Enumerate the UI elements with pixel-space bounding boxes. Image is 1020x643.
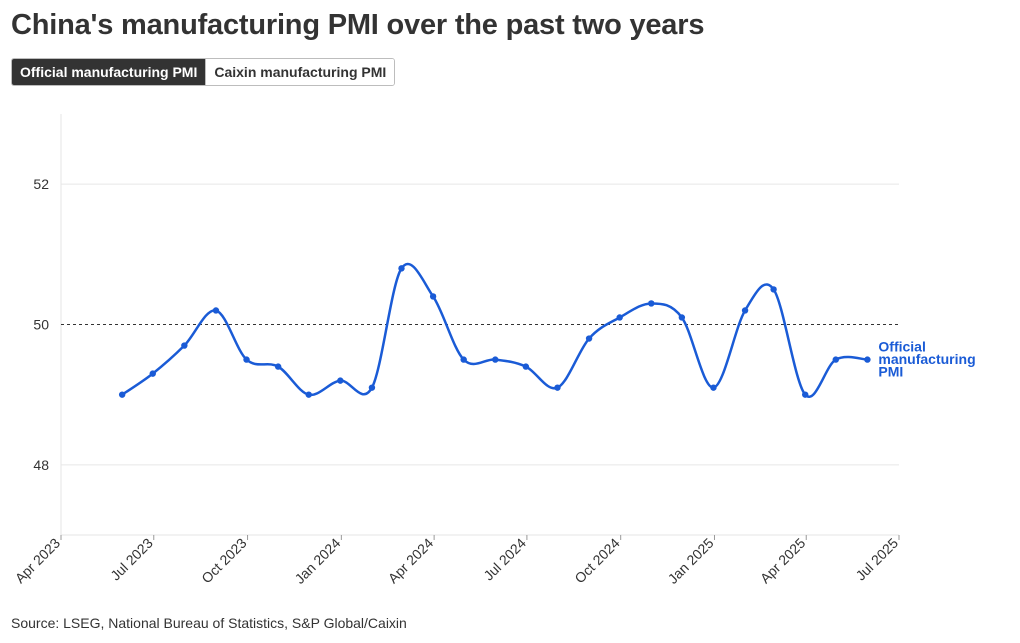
data-point	[710, 384, 717, 391]
data-point	[585, 335, 593, 342]
data-point	[864, 356, 871, 363]
y-tick-label: 48	[33, 457, 49, 473]
data-point	[648, 300, 655, 307]
series-line	[120, 262, 869, 398]
series-toggle: Official manufacturing PMI Caixin manufa…	[11, 58, 396, 86]
data-point	[337, 377, 344, 384]
y-tick-label: 50	[33, 317, 49, 333]
y-tick-label: 52	[33, 176, 49, 192]
data-point	[368, 384, 376, 391]
data-point	[212, 307, 220, 314]
source-note: Source: LSEG, National Bureau of Statist…	[11, 615, 407, 631]
data-point	[305, 391, 312, 398]
x-tick-label: Jan 2025	[665, 535, 717, 587]
data-point	[770, 286, 777, 293]
tab-caixin-pmi[interactable]: Caixin manufacturing PMI	[205, 59, 395, 85]
data-point	[802, 391, 809, 398]
x-tick-label: Apr 2023	[12, 535, 64, 587]
page-title: China's manufacturing PMI over the past …	[11, 9, 705, 41]
series-label-line: PMI	[878, 364, 903, 380]
data-point	[398, 265, 405, 272]
x-tick-label: Oct 2023	[198, 535, 250, 587]
series-label: Official manufacturing PMI	[878, 339, 975, 380]
data-point	[181, 342, 188, 349]
x-tick-label: Oct 2024	[571, 535, 623, 587]
x-tick-label: Apr 2024	[385, 535, 437, 587]
data-point	[118, 391, 126, 398]
data-point	[274, 363, 282, 370]
tab-official-pmi[interactable]: Official manufacturing PMI	[12, 59, 206, 85]
x-tick-label: Jul 2025	[852, 535, 901, 584]
data-point	[460, 356, 467, 363]
data-point	[616, 314, 623, 321]
data-point	[492, 356, 499, 363]
x-tick-label: Jan 2024	[291, 535, 343, 587]
series-label-line: Official	[878, 339, 925, 355]
data-point	[832, 356, 839, 363]
series-label-line: manufacturing	[878, 351, 975, 367]
data-point	[522, 363, 530, 370]
data-point	[243, 356, 250, 363]
data-point	[741, 307, 749, 314]
data-point	[554, 384, 561, 391]
x-tick-label: Jul 2023	[107, 535, 156, 584]
data-point	[678, 314, 686, 321]
x-tick-label: Jul 2024	[480, 535, 529, 584]
data-point	[149, 370, 156, 377]
x-tick-label: Apr 2025	[757, 535, 809, 587]
data-point	[429, 293, 437, 300]
